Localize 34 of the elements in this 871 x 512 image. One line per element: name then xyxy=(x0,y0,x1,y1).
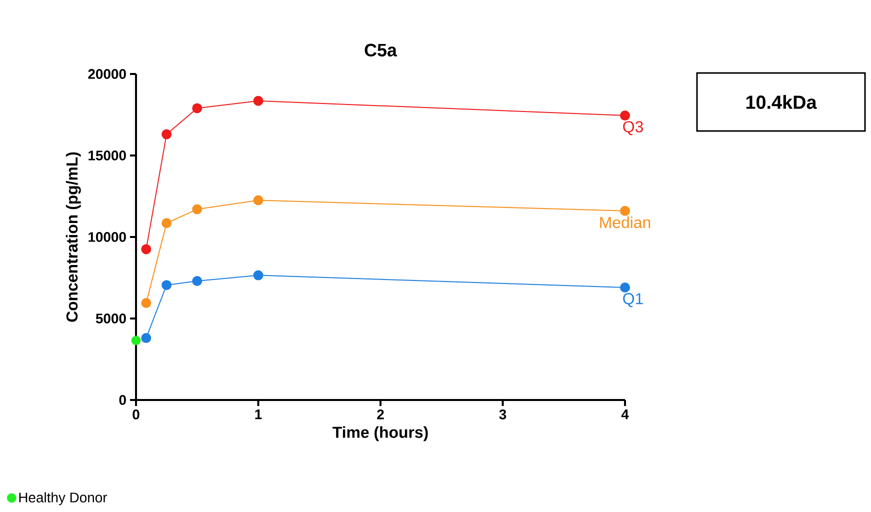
point xyxy=(253,195,264,206)
y-tick-label: 20000 xyxy=(88,69,126,79)
x-axis-title: Time (hours) xyxy=(332,426,428,442)
text: 10.4kDa xyxy=(746,95,817,109)
y-axis-title: Concentration (pg/mL) xyxy=(66,152,81,322)
point xyxy=(620,110,630,121)
x-tick-label: 3 xyxy=(499,409,506,420)
point xyxy=(141,333,152,344)
series-label: Median xyxy=(600,216,650,228)
point xyxy=(131,336,141,346)
point xyxy=(141,298,152,308)
point xyxy=(141,244,152,254)
point xyxy=(192,276,202,286)
point xyxy=(192,204,202,214)
x-tick-label: 2 xyxy=(377,409,384,420)
y-tick-label: 0 xyxy=(119,395,126,405)
x-tick-label: 4 xyxy=(621,410,629,420)
series-label: Q1 xyxy=(623,293,643,308)
point xyxy=(253,96,264,106)
x-tick-label: 1 xyxy=(255,410,262,420)
point xyxy=(620,282,630,293)
x-tick-label: 0 xyxy=(132,409,140,420)
series-label: Q3 xyxy=(623,121,643,136)
y-tick-label: 5000 xyxy=(96,314,126,324)
point xyxy=(192,103,202,114)
y-tick-label: 10000 xyxy=(88,232,126,242)
chart-title: C5a xyxy=(364,44,398,56)
y-tick-label: 15000 xyxy=(88,150,126,160)
legend-label: Healthy Donor xyxy=(19,492,108,506)
point xyxy=(162,129,172,140)
point xyxy=(620,206,630,216)
point xyxy=(253,270,264,280)
point xyxy=(162,218,172,228)
point xyxy=(162,280,172,290)
